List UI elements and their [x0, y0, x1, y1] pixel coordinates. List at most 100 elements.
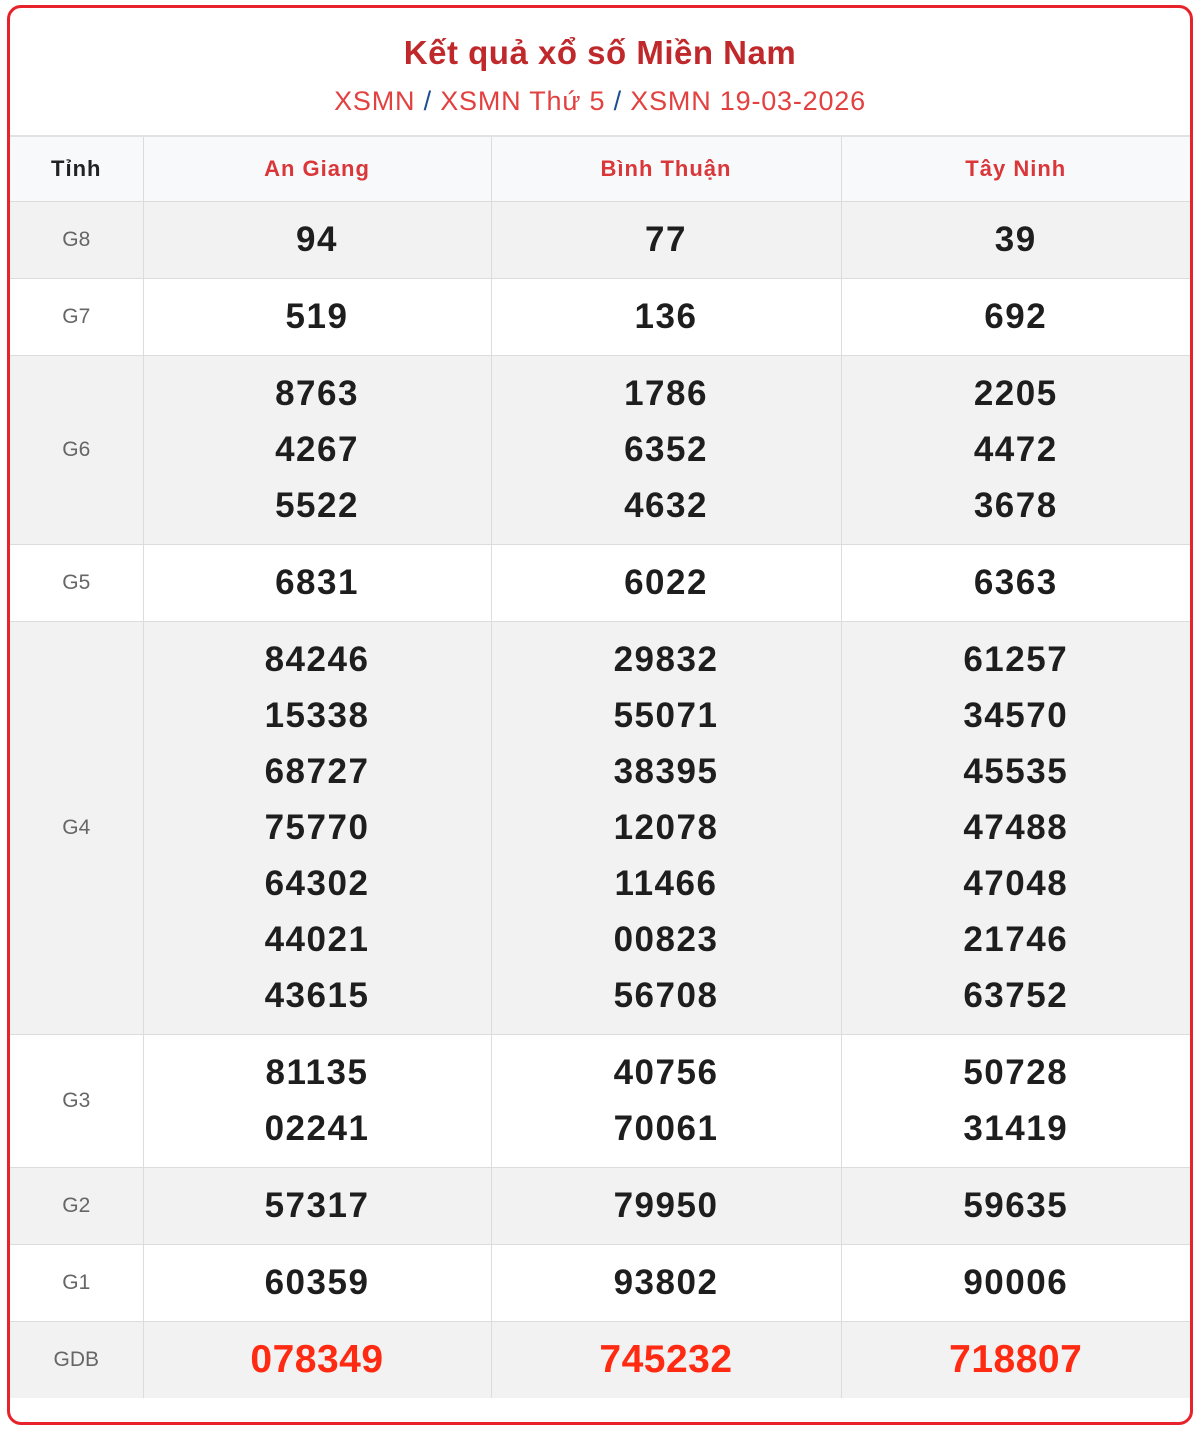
result-cell: 93802: [490, 1244, 842, 1322]
prize-number: 12078: [613, 808, 719, 847]
prize-label: G4: [10, 621, 144, 1035]
table-row-g4: G4 84246 15338 68727 75770 64302 44021 43615 298…: [10, 621, 1190, 1035]
prize-number: 4472: [973, 430, 1058, 469]
table-row-g8: G8 94 77 39: [10, 201, 1190, 279]
prize-label: G3: [10, 1034, 144, 1168]
prize-label: G8: [10, 201, 144, 279]
result-cell: 1786 6352 4632: [490, 355, 842, 545]
prize-number: 75770: [264, 808, 370, 847]
prize-number: 2205: [973, 374, 1058, 413]
table-row-g3: G3 81135 02241 40756 70061 50728 31419: [10, 1034, 1190, 1168]
prize-number: 59635: [963, 1186, 1069, 1225]
prize-number: 68727: [264, 752, 370, 791]
prize-number: 6352: [624, 430, 708, 469]
result-cell: 6022: [490, 544, 842, 622]
prize-number: 57317: [264, 1186, 370, 1225]
result-cell: 692: [840, 278, 1190, 356]
prize-number: 38395: [613, 752, 719, 791]
prize-number: 4632: [624, 486, 708, 525]
breadcrumb: XSMN / XSMN Thứ 5 / XSMN 19-03-2026: [10, 86, 1190, 117]
results-table: Tỉnh An Giang Bình Thuận Tây Ninh G8 94 77…: [10, 137, 1190, 1398]
prize-label: G7: [10, 278, 144, 356]
prize-number: 31419: [963, 1109, 1069, 1148]
prize-number: 1786: [624, 374, 708, 413]
result-cell: 60359: [142, 1244, 492, 1322]
prize-number: 90006: [963, 1263, 1069, 1302]
prize-number: 44021: [264, 920, 370, 959]
result-cell: 718807: [840, 1321, 1190, 1398]
prize-number: 64302: [264, 864, 370, 903]
breadcrumb-xsmn-thu5[interactable]: XSMN Thứ 5: [440, 86, 606, 116]
prize-number: 47488: [963, 808, 1069, 847]
results-body: G8 94 77 39 G7 519 136 692 G6 8763 4267 5522 1786 635…: [10, 201, 1190, 1398]
result-cell: 6831: [142, 544, 492, 622]
prize-label: G1: [10, 1244, 144, 1322]
prize-number: 6363: [973, 563, 1058, 602]
result-cell: 90006: [840, 1244, 1190, 1322]
breadcrumb-separator: /: [423, 86, 432, 116]
prize-label: G2: [10, 1167, 144, 1245]
prize-number: 519: [285, 297, 349, 336]
result-cell: 40756 70061: [490, 1034, 842, 1168]
prize-number: 692: [984, 297, 1048, 336]
prize-label: G5: [10, 544, 144, 622]
breadcrumb-xsmn[interactable]: XSMN: [334, 86, 416, 116]
prize-number: 60359: [264, 1263, 370, 1302]
prize-number: 29832: [613, 640, 719, 679]
prize-number: 39: [994, 220, 1037, 259]
special-prize-number: 718807: [949, 1338, 1083, 1381]
results-card: Kết quả xổ số Miền Nam XSMN / XSMN Thứ 5…: [7, 5, 1193, 1425]
prize-number: 79950: [613, 1186, 719, 1225]
result-cell: 136: [490, 278, 842, 356]
result-cell: 59635: [840, 1167, 1190, 1245]
province-tay-ninh[interactable]: Tây Ninh: [840, 137, 1190, 202]
result-cell: 81135 02241: [142, 1034, 492, 1168]
prize-number: 40756: [613, 1053, 719, 1092]
province-column-header: Tỉnh: [10, 137, 144, 202]
prize-number: 50728: [963, 1053, 1069, 1092]
prize-number: 70061: [613, 1109, 719, 1148]
breadcrumb-separator: /: [613, 86, 622, 116]
prize-number: 61257: [963, 640, 1069, 679]
prize-number: 6831: [275, 563, 359, 602]
special-prize-number: 078349: [250, 1338, 384, 1381]
result-cell: 57317: [142, 1167, 492, 1245]
prize-number: 47048: [963, 864, 1069, 903]
prize-number: 43615: [264, 976, 370, 1015]
result-cell: 77: [490, 201, 842, 279]
table-row-g1: G1 60359 93802 90006: [10, 1244, 1190, 1322]
prize-number: 8763: [275, 374, 359, 413]
prize-number: 4267: [275, 430, 359, 469]
prize-number: 77: [645, 220, 687, 259]
prize-number: 45535: [963, 752, 1069, 791]
result-cell: 519: [142, 278, 492, 356]
prize-number: 84246: [264, 640, 370, 679]
prize-number: 93802: [613, 1263, 719, 1302]
prize-number: 63752: [963, 976, 1069, 1015]
prize-number: 3678: [973, 486, 1058, 525]
province-binh-thuan[interactable]: Bình Thuận: [490, 137, 842, 202]
prize-number: 34570: [963, 696, 1069, 735]
results-header: Kết quả xổ số Miền Nam XSMN / XSMN Thứ 5…: [10, 8, 1190, 137]
result-cell: 2205 4472 3678: [840, 355, 1190, 545]
result-cell: 39: [840, 201, 1190, 279]
result-cell: 84246 15338 68727 75770 64302 44021 43615: [142, 621, 492, 1035]
prize-number: 55071: [613, 696, 719, 735]
province-an-giang[interactable]: An Giang: [142, 137, 492, 202]
prize-number: 94: [296, 220, 338, 259]
table-row-g7: G7 519 136 692: [10, 278, 1190, 356]
table-row-g6: G6 8763 4267 5522 1786 6352 4632 2205 4472 3678: [10, 355, 1190, 545]
prize-label: GDB: [10, 1321, 144, 1398]
result-cell: 078349: [142, 1321, 492, 1398]
result-cell: 94: [142, 201, 492, 279]
table-row-g5: G5 6831 6022 6363: [10, 544, 1190, 622]
result-cell: 50728 31419: [840, 1034, 1190, 1168]
result-cell: 745232: [490, 1321, 842, 1398]
result-cell: 61257 34570 45535 47488 47048 21746 63752: [840, 621, 1190, 1035]
prize-label: G6: [10, 355, 144, 545]
result-cell: 29832 55071 38395 12078 11466 00823 56708: [490, 621, 842, 1035]
prize-number: 15338: [264, 696, 370, 735]
result-cell: 6363: [840, 544, 1190, 622]
prize-number: 11466: [614, 864, 718, 903]
breadcrumb-xsmn-date[interactable]: XSMN 19-03-2026: [630, 86, 866, 116]
